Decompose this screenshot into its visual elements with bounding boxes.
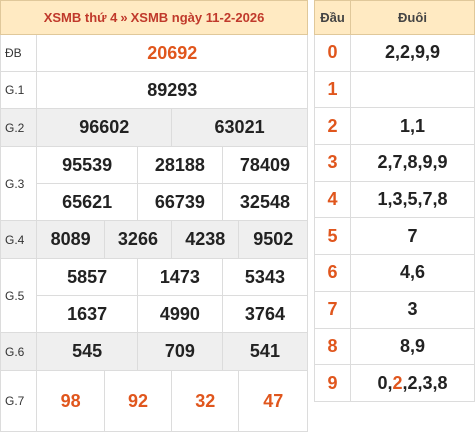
prize-number: 9502: [238, 220, 308, 259]
loto-row: 4 1,3,5,7,8: [314, 180, 475, 219]
loto-head-digit: 4: [314, 180, 351, 219]
prize-row-g3a: G.3 95539 28188 78409: [0, 146, 309, 221]
loto-head-digit: 6: [314, 254, 351, 292]
prize-row-db: ĐB 20692: [0, 34, 308, 72]
loto-head-digit: 7: [314, 290, 351, 329]
loto-row: 3 2,7,8,9,9: [314, 144, 475, 182]
prize-number: 8089: [36, 220, 105, 259]
prize-number: 545: [36, 332, 138, 371]
prize-number: 98: [36, 370, 105, 432]
loto-tail-header: Đuôi: [350, 0, 475, 35]
loto-tail-digits: [350, 70, 475, 109]
special-prize-number: 20692: [36, 34, 308, 72]
loto-head-digit: 2: [314, 107, 351, 146]
loto-head-digit: 9: [314, 364, 351, 402]
loto-head-digit: 5: [314, 217, 351, 256]
prize-row-g1: G.1 89293: [0, 71, 308, 109]
prize-number: 65621: [36, 183, 138, 221]
results-header: XSMB thứ 4» XSMB ngày 11-2-2026: [0, 0, 308, 35]
loto-header-row: Đầu Đuôi: [314, 0, 475, 35]
loto-row: 2 1,1: [314, 107, 475, 146]
prize-number: 63021: [171, 108, 308, 147]
prize-number: 32: [171, 370, 240, 432]
prize-number: 96602: [36, 108, 173, 147]
prize-number: 1473: [136, 258, 223, 296]
loto-tail-digits: 3: [350, 290, 475, 329]
prize-row-g4: G.4 8089 3266 4238 9502: [0, 220, 308, 259]
loto-row: 9 0,2,2,3,8: [314, 364, 475, 402]
loto-head-digit: 3: [314, 144, 351, 182]
loto-head-digit: 0: [314, 34, 351, 72]
loto-tail-digits: 1,1: [350, 107, 475, 146]
prize-number: 709: [136, 332, 223, 371]
loto-head-digit: 1: [314, 70, 351, 109]
prize-label-g1: G.1: [0, 71, 38, 109]
prize-number: 47: [238, 370, 308, 432]
prize-number: 28188: [136, 146, 223, 184]
prize-row-g3b: 65621 66739 32548: [1, 183, 309, 221]
loto-tail-digits: 4,6: [350, 254, 475, 292]
prize-label-g5: G.5: [0, 258, 38, 333]
prize-row-g5a: G.5 5857 1473 5343: [0, 258, 309, 333]
tail-part: ,2,3,8: [402, 372, 448, 393]
results-header-row: XSMB thứ 4» XSMB ngày 11-2-2026: [0, 0, 308, 35]
loto-row: 8 8,9: [314, 327, 475, 366]
prize-label-g6: G.6: [0, 332, 38, 371]
loto-table: Đầu Đuôi 0 2,2,9,9 1 2 1,1 3 2,7,8,9,9 4 1,3…: [314, 0, 475, 402]
loto-tail-digits: 0,2,2,3,8: [350, 364, 475, 402]
loto-tail-digits: 2,7,8,9,9: [350, 144, 475, 182]
prize-number: 541: [221, 332, 309, 371]
prize-row-g6: G.6 545 709 541: [0, 332, 309, 371]
loto-head-digit: 8: [314, 327, 351, 366]
prize-row-g7: G.7 98 92 32 47: [0, 370, 308, 432]
prize-number: 3764: [221, 295, 309, 333]
prize-number: 5343: [221, 258, 309, 296]
prize-row-g5b: 1637 4990 3764: [1, 295, 309, 333]
prize-number: 4238: [171, 220, 240, 259]
prize-number: 3266: [103, 220, 173, 259]
prize-label-g4: G.4: [0, 220, 38, 259]
prize-number: 95539: [36, 146, 138, 184]
prize-number: 78409: [221, 146, 309, 184]
prize-row-g2: G.2 96602 63021: [0, 108, 308, 147]
link-xsmb-weekday[interactable]: XSMB thứ 4: [43, 10, 118, 25]
prize-number: 4990: [136, 295, 223, 333]
prize-number: 66739: [136, 183, 223, 221]
loto-row: 0 2,2,9,9: [314, 34, 475, 72]
prize-label-db: ĐB: [0, 34, 38, 72]
prize-label-g3: G.3: [0, 146, 38, 221]
loto-head-header: Đầu: [314, 0, 351, 35]
prize-number: 5857: [36, 258, 138, 296]
loto-tail-digits: 7: [350, 217, 475, 256]
loto-tail-digits: 8,9: [350, 327, 475, 366]
loto-row: 6 4,6: [314, 254, 475, 292]
prize-number: 1637: [36, 295, 138, 333]
prize-number: 92: [103, 370, 173, 432]
loto-tail-digits: 1,3,5,7,8: [350, 180, 475, 219]
results-table: XSMB thứ 4» XSMB ngày 11-2-2026 ĐB 20692 …: [0, 0, 309, 432]
loto-tail-digits: 2,2,9,9: [350, 34, 475, 72]
tail-part-highlight: 2: [392, 372, 403, 393]
loto-row: 1: [314, 70, 475, 109]
prize-label-g2: G.2: [0, 108, 38, 147]
prize-number: 89293: [36, 71, 308, 109]
link-xsmb-date[interactable]: XSMB ngày 11-2-2026: [130, 10, 265, 25]
prize-number: 32548: [221, 183, 309, 221]
prize-label-g7: G.7: [0, 370, 38, 432]
tail-part: 0,: [377, 372, 393, 393]
breadcrumb-separator: »: [120, 10, 128, 25]
